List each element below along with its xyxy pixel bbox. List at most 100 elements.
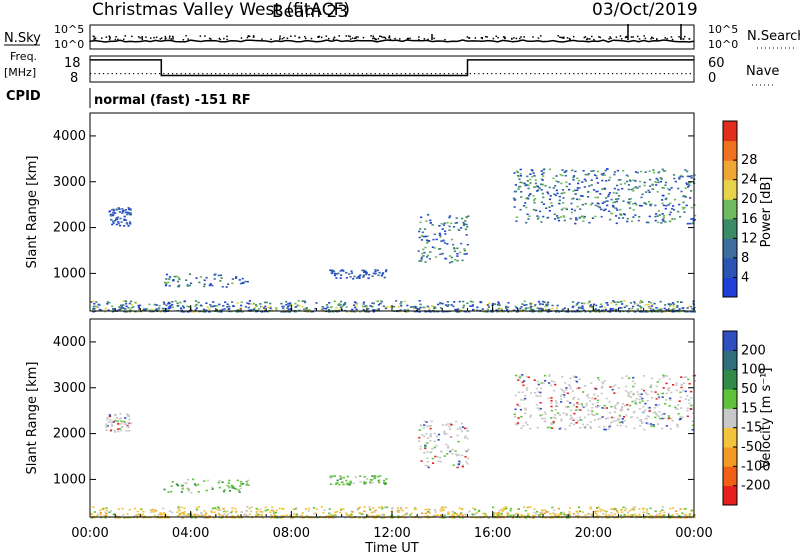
data-point bbox=[553, 509, 556, 512]
data-point bbox=[656, 381, 659, 383]
nave-dot bbox=[133, 73, 135, 75]
data-point bbox=[246, 506, 249, 508]
data-point bbox=[506, 512, 509, 515]
data-point bbox=[116, 517, 119, 519]
data-point bbox=[429, 222, 432, 224]
data-point bbox=[651, 303, 654, 306]
nsearch-dot bbox=[372, 35, 374, 37]
data-point bbox=[675, 517, 678, 519]
nave-dot bbox=[189, 73, 191, 75]
data-point bbox=[570, 202, 573, 205]
data-point bbox=[531, 175, 534, 178]
data-point bbox=[445, 443, 448, 446]
data-point bbox=[604, 197, 608, 199]
data-point bbox=[466, 437, 469, 440]
nave-dot bbox=[538, 73, 540, 75]
data-point bbox=[514, 415, 517, 418]
data-point bbox=[419, 448, 422, 450]
data-point bbox=[419, 221, 422, 224]
nave-dot bbox=[517, 73, 519, 75]
data-point bbox=[328, 302, 331, 304]
data-point bbox=[471, 513, 474, 515]
data-point bbox=[655, 213, 658, 215]
data-point bbox=[125, 311, 128, 313]
data-point bbox=[128, 422, 131, 425]
data-point bbox=[372, 302, 375, 305]
data-point bbox=[379, 300, 383, 302]
data-point bbox=[632, 305, 635, 308]
data-point bbox=[420, 460, 423, 462]
data-point bbox=[644, 202, 647, 205]
data-point bbox=[628, 198, 631, 200]
data-point bbox=[396, 507, 399, 509]
data-point bbox=[677, 310, 681, 313]
nsearch-dot bbox=[124, 35, 126, 37]
data-point bbox=[112, 222, 115, 224]
data-point bbox=[630, 188, 633, 191]
y-tick-label: 4000 bbox=[53, 129, 86, 144]
data-point bbox=[337, 272, 340, 275]
data-point bbox=[617, 402, 620, 404]
data-point bbox=[644, 409, 647, 412]
nave-dot bbox=[150, 73, 152, 75]
data-point bbox=[186, 487, 189, 490]
data-point bbox=[455, 420, 458, 423]
data-point bbox=[664, 207, 667, 210]
data-point bbox=[613, 187, 616, 190]
data-point bbox=[205, 512, 208, 515]
data-point bbox=[526, 375, 529, 378]
data-point bbox=[107, 309, 110, 311]
nsearch-dot bbox=[394, 37, 396, 40]
data-point bbox=[671, 311, 674, 313]
data-point bbox=[312, 310, 315, 313]
nsearch-dot bbox=[619, 35, 622, 37]
data-point bbox=[224, 301, 227, 303]
data-point bbox=[667, 417, 670, 420]
data-point bbox=[458, 309, 462, 311]
data-point bbox=[667, 415, 670, 417]
data-point bbox=[553, 193, 556, 195]
data-point bbox=[512, 309, 515, 312]
data-point bbox=[381, 273, 384, 275]
data-point bbox=[448, 255, 452, 257]
data-point bbox=[374, 475, 377, 478]
data-point bbox=[250, 506, 253, 508]
data-point bbox=[329, 475, 332, 478]
data-point bbox=[105, 509, 109, 512]
nsearch-dot bbox=[131, 35, 133, 38]
data-point bbox=[505, 307, 508, 309]
data-point bbox=[680, 301, 683, 303]
data-point bbox=[440, 223, 443, 225]
data-point bbox=[614, 508, 617, 510]
data-point bbox=[230, 511, 233, 514]
data-point bbox=[328, 508, 331, 510]
data-point bbox=[161, 513, 164, 515]
data-point bbox=[533, 305, 536, 308]
nsearch-dot bbox=[625, 35, 628, 38]
data-point bbox=[581, 511, 584, 513]
data-point bbox=[659, 177, 662, 179]
nsearch-dot bbox=[389, 38, 392, 41]
data-point bbox=[363, 516, 366, 519]
data-point bbox=[428, 425, 431, 427]
data-point bbox=[190, 517, 193, 519]
data-point bbox=[197, 301, 200, 304]
nsearch-dot bbox=[418, 38, 420, 41]
power-colorbar-label: Power [dB] bbox=[759, 177, 774, 248]
data-point bbox=[292, 508, 295, 511]
nave-dot bbox=[154, 73, 156, 75]
nave-dot bbox=[543, 73, 545, 75]
data-point bbox=[534, 179, 537, 182]
data-point bbox=[648, 191, 651, 193]
data-point bbox=[462, 221, 465, 224]
nave-dot bbox=[409, 73, 411, 75]
nave-dot bbox=[443, 73, 445, 75]
data-point bbox=[554, 514, 557, 517]
data-point bbox=[692, 404, 695, 407]
data-point bbox=[210, 511, 214, 514]
data-point bbox=[547, 192, 550, 195]
data-point bbox=[532, 514, 535, 517]
nave-dot bbox=[637, 73, 640, 75]
data-point bbox=[604, 513, 607, 516]
data-point bbox=[537, 383, 540, 386]
